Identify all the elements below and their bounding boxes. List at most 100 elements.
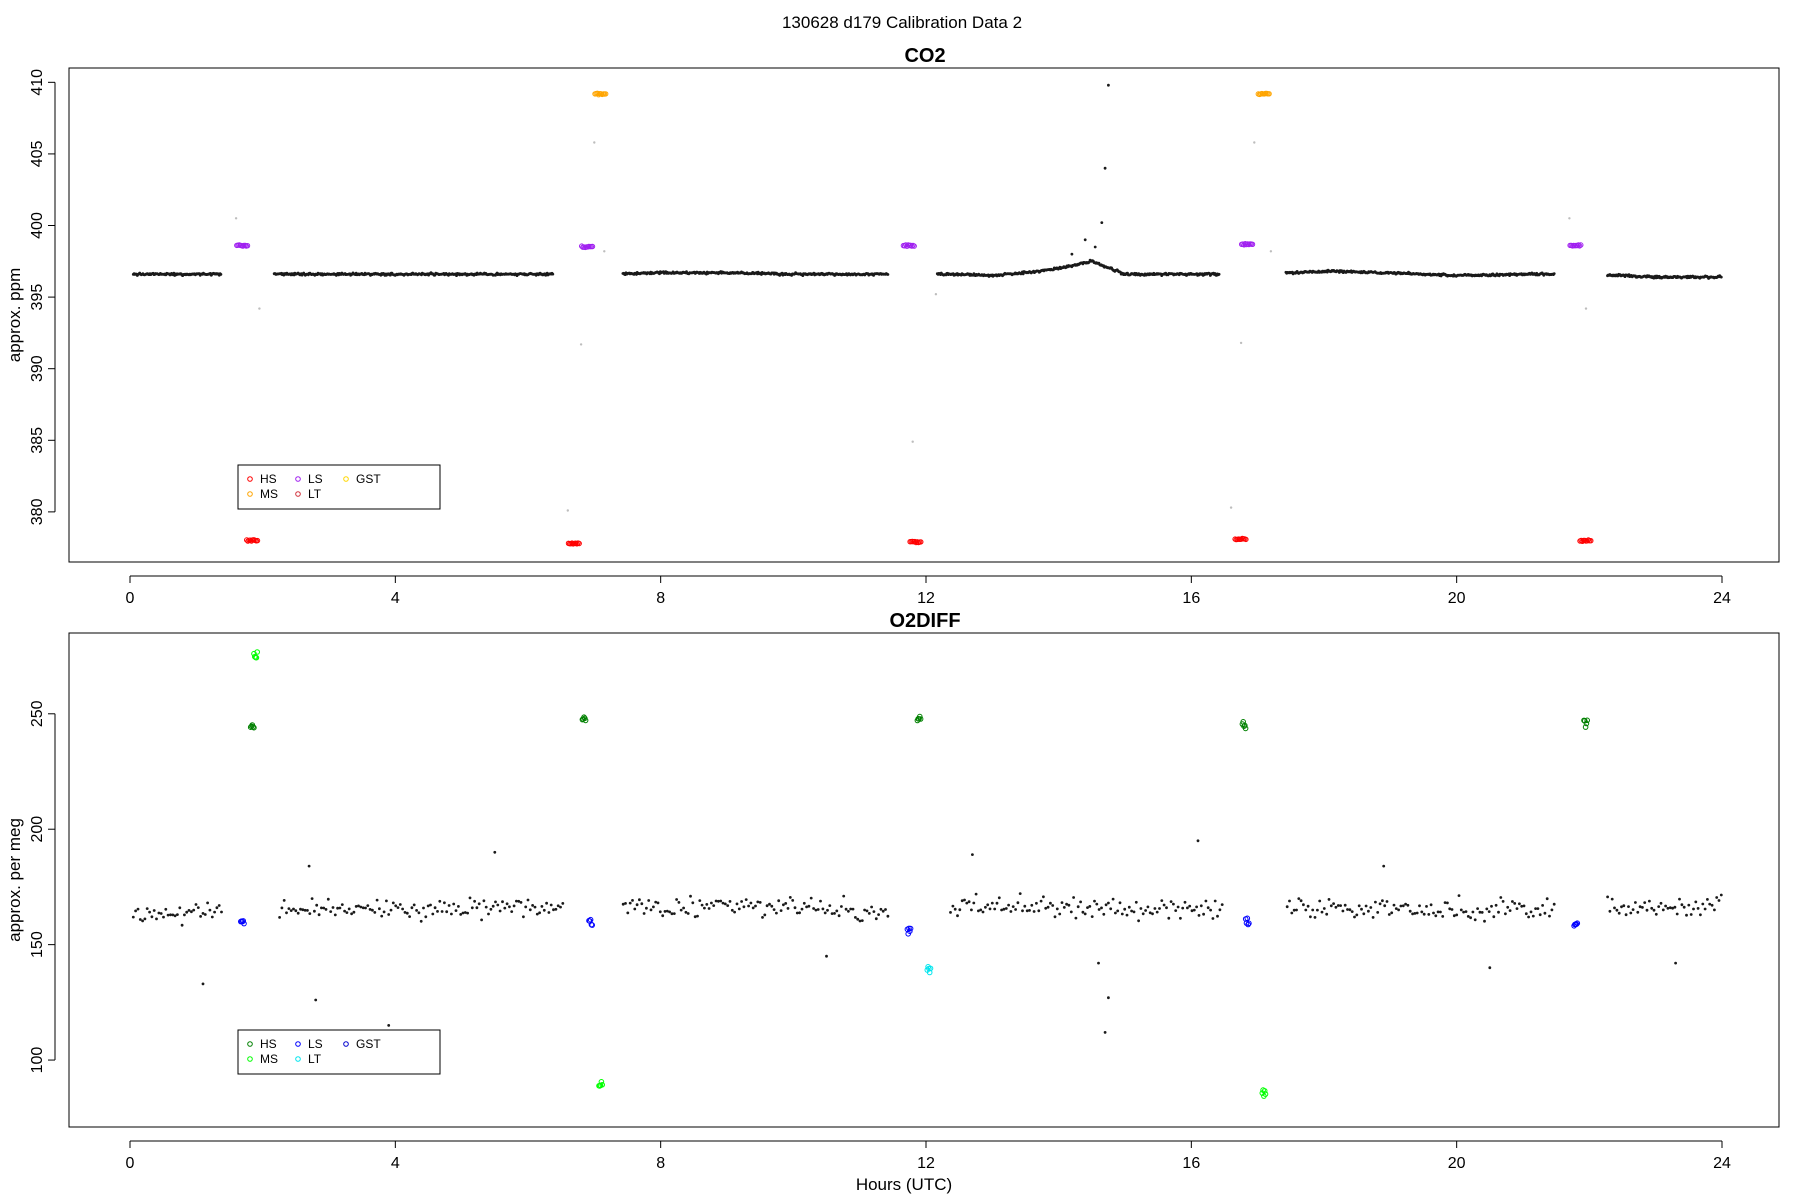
- o2diff-cal-ls-point: [241, 920, 247, 927]
- o2diff-data-point: [1007, 903, 1010, 907]
- o2diff-data-point: [1322, 907, 1326, 910]
- o2diff-data-point: [1355, 913, 1359, 917]
- o2diff-outlier-point: [1097, 961, 1100, 965]
- co2-data-point: [886, 273, 890, 276]
- o2diff-data-point: [1441, 915, 1445, 918]
- o2diff-cal-hs-point: [1242, 725, 1249, 732]
- o2diff-data-point: [1480, 911, 1484, 914]
- co2-x-tick-label: 8: [656, 590, 665, 607]
- o2diff-data-point: [387, 913, 391, 916]
- o2diff-data-point: [510, 910, 514, 913]
- o2diff-data-point: [1719, 893, 1723, 897]
- o2diff-data-point: [1299, 899, 1303, 903]
- o2diff-data-point: [180, 923, 184, 927]
- o2diff-data-point: [1680, 903, 1684, 907]
- o2diff-data-point: [1675, 912, 1679, 916]
- o2diff-data-point: [1318, 899, 1322, 903]
- o2diff-data-point: [194, 903, 198, 906]
- o2diff-data-point: [833, 912, 836, 915]
- o2diff-data-point: [1118, 901, 1122, 905]
- o2diff-data-point: [1169, 900, 1173, 903]
- o2diff-data-point: [624, 902, 627, 905]
- o2diff-data-point: [1513, 902, 1517, 905]
- o2diff-data-point: [1608, 909, 1612, 913]
- o2diff-data-point: [765, 904, 769, 908]
- o2diff-data-point: [1411, 912, 1414, 916]
- o2diff-data-point: [1634, 901, 1637, 904]
- o2diff-data-point: [949, 911, 952, 914]
- o2diff-data-point: [329, 910, 333, 913]
- o2diff-data-point: [136, 907, 140, 911]
- co2-y-tick-label: 395: [29, 284, 46, 311]
- o2diff-data-point: [1021, 909, 1024, 913]
- o2diff-data-point: [1102, 912, 1106, 916]
- o2diff-x-axis: 0 4 8 12 16 20 24: [126, 1140, 1731, 1172]
- o2diff-data-point: [1490, 904, 1493, 908]
- o2diff-data-point: [1069, 910, 1073, 914]
- o2diff-data-point: [347, 907, 351, 911]
- o2diff-data-point: [1627, 905, 1630, 908]
- o2diff-data-point: [552, 908, 555, 912]
- o2diff-data-point: [807, 904, 811, 908]
- o2diff-data-point: [380, 914, 384, 918]
- o2diff-data-point: [405, 911, 409, 915]
- o2diff-outlier-point: [971, 853, 974, 856]
- o2diff-legend-swatch-gst: [343, 1041, 349, 1047]
- o2diff-outlier-point: [1488, 966, 1492, 970]
- o2diff-data-point: [863, 908, 866, 912]
- o2diff-data-point: [672, 912, 676, 915]
- o2diff-data-point: [1320, 910, 1324, 914]
- o2diff-data-point: [974, 892, 978, 896]
- o2diff-data-point: [877, 913, 880, 916]
- o2diff-outlier-point: [1674, 961, 1677, 965]
- o2diff-legend-swatch-ms: [247, 1056, 253, 1062]
- o2diff-data-point: [1334, 905, 1338, 909]
- o2diff-data-point: [1109, 907, 1113, 911]
- o2diff-data-point: [1188, 904, 1192, 908]
- co2-ylabel: approx. ppm: [5, 268, 24, 363]
- o2diff-data-point: [1095, 902, 1099, 906]
- o2diff-data-point: [331, 906, 335, 909]
- o2diff-data-point: [352, 910, 356, 914]
- o2diff-data-point: [1042, 895, 1045, 899]
- o2diff-data-point: [710, 901, 713, 905]
- o2diff-data-point: [461, 911, 465, 915]
- o2diff-data-point: [1028, 909, 1031, 912]
- o2diff-data-point: [626, 911, 630, 915]
- o2diff-data-point: [635, 903, 639, 907]
- o2diff-data-point: [350, 912, 353, 916]
- o2diff-data-point: [169, 913, 172, 917]
- o2diff-data-point: [533, 905, 537, 909]
- o2diff-data-point: [1350, 910, 1354, 913]
- o2diff-data-point: [849, 907, 853, 911]
- o2diff-data-point: [196, 906, 200, 909]
- o2diff-legend-label-ls: LS: [308, 1037, 323, 1051]
- o2diff-data-point: [385, 899, 388, 903]
- o2diff-cal-ls-point: [1574, 920, 1581, 927]
- o2diff-data-point: [858, 919, 862, 923]
- o2diff-data-point: [830, 912, 834, 915]
- o2diff-data-point: [1357, 904, 1361, 908]
- o2diff-cal-ls-point: [907, 925, 914, 932]
- co2-y-tick-label: 390: [29, 355, 46, 382]
- o2diff-cal-hs-point: [581, 714, 587, 721]
- o2diff-data-point: [800, 907, 804, 911]
- o2diff-x-tick-label: 8: [656, 1155, 665, 1172]
- o2diff-data-point: [754, 904, 757, 908]
- o2diff-data-point: [445, 910, 449, 914]
- o2diff-data-point: [984, 905, 987, 909]
- o2diff-data-point: [1058, 912, 1062, 916]
- o2diff-data-point: [960, 899, 964, 903]
- co2-y-tick-label: 400: [29, 212, 46, 239]
- o2diff-data-point: [131, 915, 135, 919]
- o2diff-data-point: [1204, 899, 1208, 903]
- o2diff-data-point: [1018, 892, 1022, 895]
- o2diff-data-point: [1151, 912, 1154, 916]
- o2diff-cal-hs-point: [917, 716, 924, 722]
- co2-data-point: [551, 272, 555, 276]
- o2diff-data-point: [865, 909, 869, 913]
- co2-cal-ms-point: [594, 90, 601, 97]
- o2diff-data-point: [301, 908, 305, 912]
- co2-legend-swatch-gst: [343, 476, 349, 482]
- o2diff-data-point: [1617, 911, 1621, 915]
